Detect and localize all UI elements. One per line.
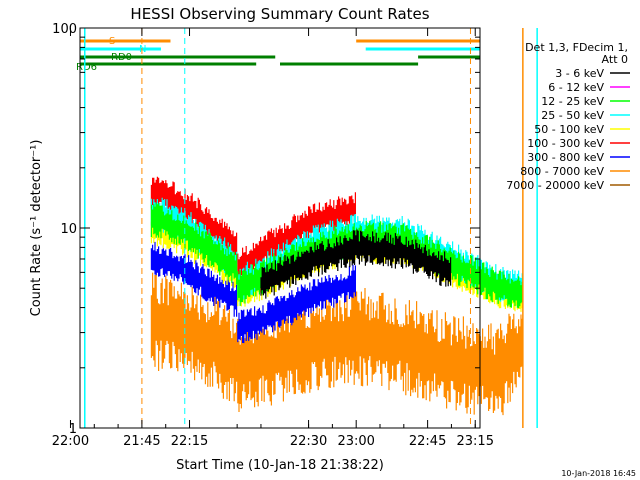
data-layer bbox=[150, 176, 523, 416]
series-line bbox=[260, 229, 452, 299]
series-line bbox=[150, 176, 356, 282]
legend-label: 6 - 12 keV bbox=[548, 81, 604, 94]
flag-label: RD0 bbox=[111, 52, 132, 63]
x-tick-label: 23:00 bbox=[337, 434, 374, 449]
x-tick-label: 23:15 bbox=[457, 434, 494, 449]
x-axis-label: Start Time (10-Jan-18 21:38:22) bbox=[176, 458, 384, 473]
x-tick-label: 22:30 bbox=[290, 434, 327, 449]
legend-label: 7000 - 20000 keV bbox=[506, 179, 604, 192]
series-line bbox=[150, 272, 523, 416]
legend-label: 800 - 7000 keV bbox=[520, 165, 604, 178]
legend-label: 25 - 50 keV bbox=[541, 109, 604, 122]
y-tick-label: 1 bbox=[69, 422, 77, 437]
flag-label: N bbox=[139, 44, 146, 55]
legend-header: Att 0 bbox=[602, 53, 628, 66]
flag-label: S bbox=[109, 36, 115, 47]
legend-label: 300 - 800 keV bbox=[527, 151, 604, 164]
axes-layer: 21:45 22:00 22:15 22:30 22:45 23:00 23:15 1 10 10… bbox=[52, 22, 494, 449]
x-tick-label: 22:45 bbox=[409, 434, 446, 449]
legend-header: Det 1,3, FDecim 1, bbox=[525, 41, 628, 54]
legend-label: 3 - 6 keV bbox=[555, 67, 604, 80]
footer-timestamp: 10-Jan-2018 16:45 bbox=[561, 469, 636, 478]
series-line bbox=[150, 241, 356, 344]
chart-title: HESSI Observing Summary Count Rates bbox=[130, 5, 429, 23]
y-tick-label: 10 bbox=[60, 222, 77, 237]
legend-label: 12 - 25 keV bbox=[541, 95, 604, 108]
y-tick-label: 100 bbox=[52, 22, 77, 37]
x-tick-label: 21:45 bbox=[123, 434, 160, 449]
y-axis-label: Count Rate (s⁻¹ detector⁻¹) bbox=[29, 140, 44, 317]
x-tick-label: 22:00 bbox=[52, 434, 89, 449]
legend-label: 50 - 100 keV bbox=[534, 123, 604, 136]
legend-label: 100 - 300 keV bbox=[527, 137, 604, 150]
flags-layer: S N RD0 RD6 bbox=[76, 28, 538, 428]
flag-label: RD6 bbox=[76, 62, 97, 73]
x-tick-label: 22:15 bbox=[171, 434, 208, 449]
